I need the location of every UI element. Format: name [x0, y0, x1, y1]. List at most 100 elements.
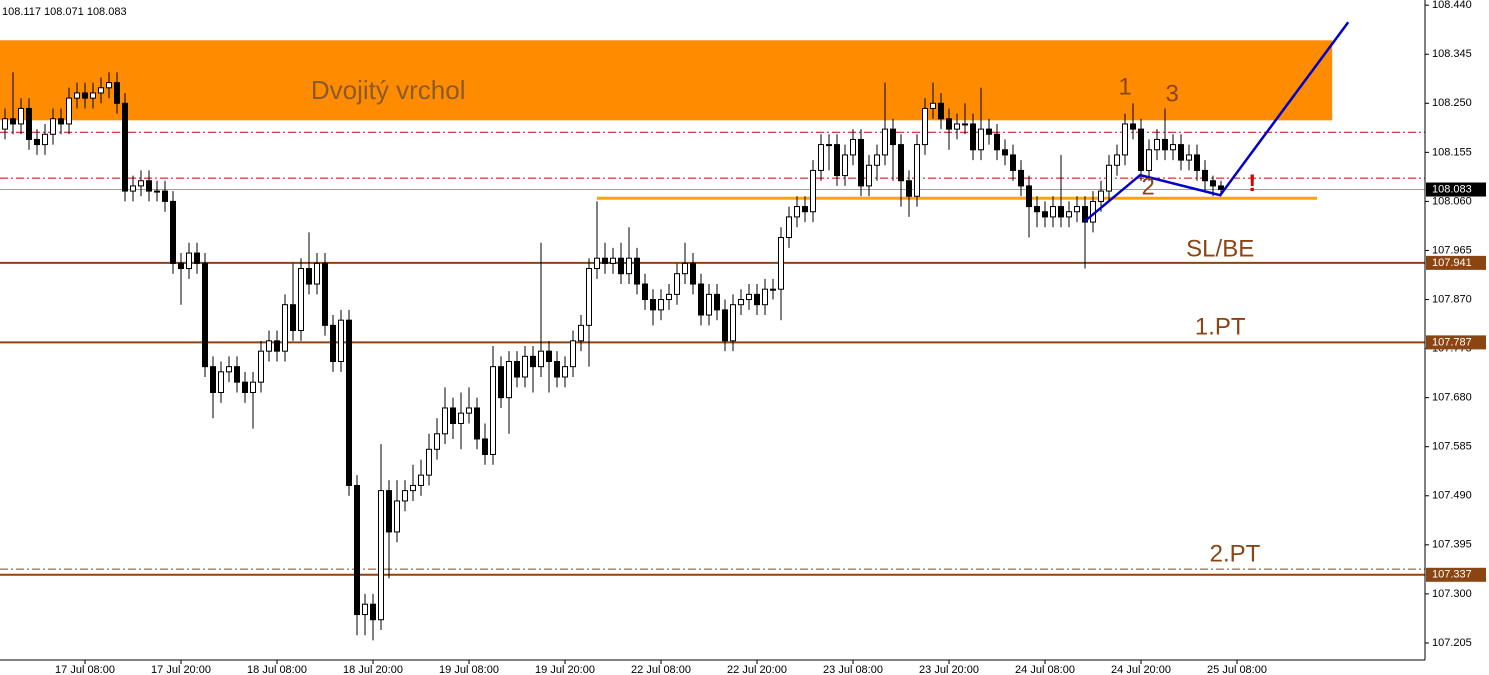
candle-body [162, 190, 168, 202]
candle-body [850, 138, 856, 156]
candle-body [802, 206, 808, 213]
x-tick-label: 22 Jul 20:00 [727, 664, 787, 675]
candle-body [218, 371, 224, 393]
candle-body [330, 324, 336, 363]
candle-body [354, 484, 360, 616]
candle-body [1130, 123, 1136, 130]
candle-body [402, 490, 408, 502]
candle-body [482, 438, 488, 455]
candle-body [1146, 149, 1152, 171]
candle-body [274, 340, 280, 352]
candle-body [186, 252, 192, 270]
candle-body [762, 288, 768, 306]
candle-body [42, 133, 48, 146]
candle-body [1170, 144, 1176, 151]
candle-body [370, 603, 376, 621]
annotation: 1 [1118, 74, 1131, 101]
candle-body [922, 107, 928, 146]
candle-body [210, 366, 216, 393]
candle-body [266, 340, 272, 352]
candle-body [506, 361, 512, 399]
candle-body [778, 237, 784, 290]
candle-body [554, 361, 560, 378]
candle-body [1066, 211, 1072, 218]
candle-body [194, 252, 200, 264]
candle-body [1010, 154, 1016, 171]
y-tick-label: 108.155 [1432, 146, 1472, 158]
candle-body [2, 118, 8, 130]
level-price-box [1426, 567, 1486, 582]
annotation: 2 [1142, 173, 1155, 200]
candle-body [578, 324, 584, 342]
candle-body [1162, 138, 1168, 151]
candle-body [1194, 154, 1200, 171]
candle-body [178, 262, 184, 270]
current-price-box [1426, 182, 1486, 197]
candle-body [898, 144, 904, 182]
candle-body [522, 355, 528, 378]
level-label: 1.PT [1195, 313, 1246, 340]
candle-body [1074, 206, 1080, 213]
candle-body [298, 268, 304, 332]
candle-body [818, 144, 824, 171]
candle-body [914, 144, 920, 197]
y-tick-label: 107.870 [1432, 293, 1472, 305]
candle-body [130, 185, 136, 192]
level-price-label: 107.787 [1432, 336, 1472, 348]
candle-body [746, 293, 752, 301]
candle-body [1098, 190, 1104, 202]
x-tick-label: 23 Jul 20:00 [919, 664, 979, 675]
candle-body [306, 268, 312, 285]
candle-body [946, 118, 952, 130]
candle-body [18, 107, 24, 125]
candle-body [986, 128, 992, 135]
y-tick-label: 107.490 [1432, 490, 1472, 502]
candle-body [1218, 185, 1224, 191]
candle-body [722, 309, 728, 342]
candle-body [682, 262, 688, 275]
candle-body [1106, 164, 1112, 192]
candle-body [378, 490, 384, 621]
candle-body [322, 262, 328, 326]
level-price-label: 107.941 [1432, 257, 1472, 269]
y-tick-label: 107.205 [1432, 637, 1472, 649]
candle-body [242, 381, 248, 393]
candle-body [1002, 149, 1008, 156]
candle-body [810, 169, 816, 213]
level-price-box [1426, 335, 1486, 350]
candle-body [122, 102, 128, 192]
candle-body [202, 262, 208, 368]
y-tick-label: 107.395 [1432, 539, 1472, 551]
candle-body [146, 180, 152, 192]
candle-body [458, 412, 464, 424]
annotation: ! [1248, 170, 1256, 197]
level-label: SL/BE [1186, 235, 1254, 262]
candle-body [34, 138, 40, 146]
candle-body [658, 299, 664, 311]
candle-body [978, 128, 984, 151]
candle-body [66, 97, 72, 125]
candle-body [562, 366, 568, 378]
annotation: 3 [1166, 80, 1179, 107]
candle-body [170, 200, 176, 264]
y-tick-label: 107.680 [1432, 392, 1472, 404]
candle-body [698, 283, 704, 316]
candle-body [874, 154, 880, 166]
candle-body [1082, 206, 1088, 223]
candle-body [890, 128, 896, 146]
candle-body [970, 123, 976, 151]
candle-body [514, 361, 520, 378]
candle-body [938, 102, 944, 120]
candle-body [250, 381, 256, 393]
zone-label: Dvojitý vrchol [311, 75, 466, 105]
x-tick-label: 19 Jul 20:00 [535, 664, 595, 675]
candle-body [450, 407, 456, 424]
x-tick-label: 25 Jul 08:00 [1207, 664, 1267, 675]
candle-body [666, 293, 672, 301]
candle-body [1210, 180, 1216, 187]
x-tick-label: 24 Jul 08:00 [1015, 664, 1075, 675]
candle-body [490, 366, 496, 455]
candle-body [362, 603, 368, 616]
candle-body [442, 407, 448, 435]
candle-body [730, 304, 736, 342]
